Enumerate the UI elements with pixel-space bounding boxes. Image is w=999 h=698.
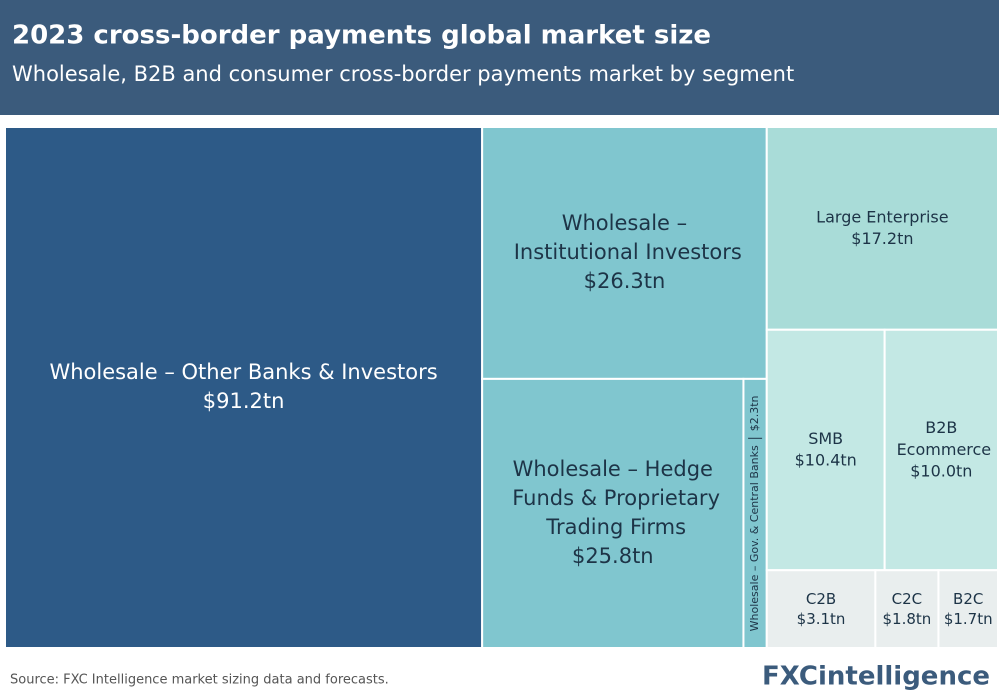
tile bbox=[481, 126, 768, 380]
tile bbox=[874, 569, 940, 649]
tile-value: $10.0tn bbox=[910, 462, 972, 481]
tile-value: $91.2tn bbox=[203, 389, 285, 413]
tile-value: $26.3tn bbox=[584, 269, 666, 293]
rotated-label: Wholesale – Gov. & Central Banks $2.3tn bbox=[748, 395, 763, 631]
tile-value: $25.8tn bbox=[572, 544, 654, 568]
tile bbox=[765, 569, 877, 649]
tile-name: Wholesale – Gov. & Central Banks bbox=[748, 445, 761, 631]
tile-value: $2.3tn bbox=[748, 395, 761, 431]
tile-name: C2B bbox=[806, 589, 836, 607]
tile-name: SMB bbox=[808, 428, 843, 447]
tile bbox=[937, 569, 999, 649]
tile-name: C2C bbox=[892, 589, 923, 607]
tile-value: $17.2tn bbox=[851, 229, 913, 248]
tile-name: Wholesale – Hedge Funds & Proprietary Tr… bbox=[506, 457, 720, 539]
tile-value: $1.8tn bbox=[883, 610, 932, 628]
tile-name: Wholesale – Other Banks & Investors bbox=[49, 360, 437, 384]
tile-name: B2B Ecommerce bbox=[891, 417, 991, 458]
chart-title: 2023 cross-border payments global market… bbox=[12, 21, 711, 51]
tile-value: $1.7tn bbox=[944, 610, 993, 628]
tile-name: Large Enterprise bbox=[816, 207, 948, 226]
chart-subtitle: Wholesale, B2B and consumer cross-border… bbox=[12, 62, 794, 86]
tile bbox=[481, 377, 745, 649]
tile-value: $3.1tn bbox=[797, 610, 846, 628]
tile bbox=[883, 328, 999, 572]
tile-name: B2C bbox=[953, 589, 983, 607]
source-note: Source: FXC Intelligence market sizing d… bbox=[10, 673, 389, 688]
tile-value: $10.4tn bbox=[795, 451, 857, 470]
tile-name: Wholesale – Institutional Investors bbox=[507, 211, 742, 264]
tile bbox=[4, 126, 484, 649]
header-band bbox=[0, 0, 999, 115]
logo: FXCintelligence bbox=[762, 662, 990, 692]
